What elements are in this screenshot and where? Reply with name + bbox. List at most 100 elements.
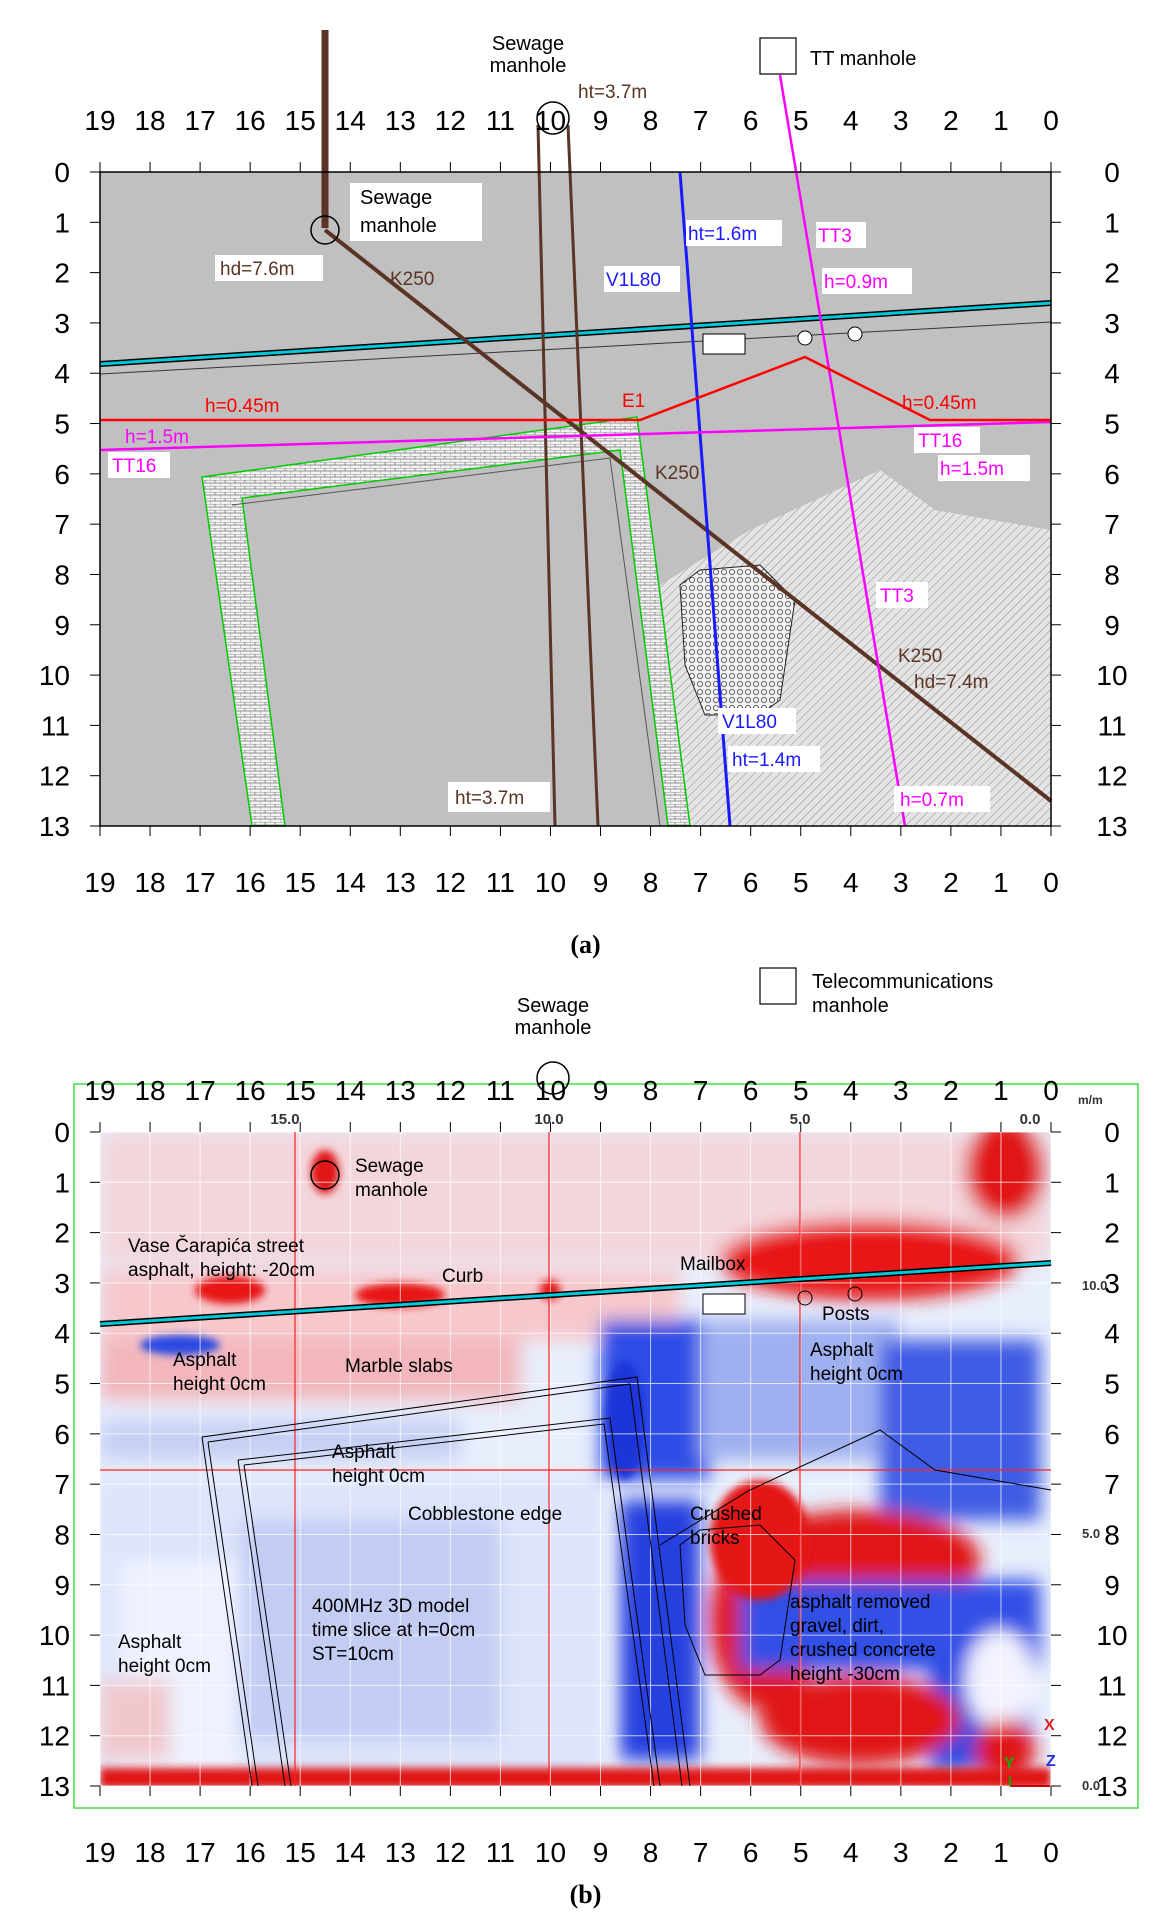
x-tick-label-top: 14	[335, 105, 366, 136]
x-tick-label-bottom: 7	[693, 1837, 709, 1868]
x-tick-label-top: 1	[993, 105, 1009, 136]
x-tick-label-top: 7	[693, 105, 709, 136]
y-tick-label-right: 0	[1104, 1117, 1120, 1148]
x-tick-label-top: 10	[535, 1075, 566, 1106]
scale-right-5: 5.0	[1082, 1526, 1100, 1541]
tt-manhole-box	[759, 37, 797, 75]
y-tick-label-left: 10	[39, 660, 70, 691]
y-tick-label-right: 2	[1104, 1218, 1120, 1249]
x-tick-label-top: 3	[893, 105, 909, 136]
y-tick-label-right: 3	[1104, 1268, 1120, 1299]
x-tick-label-bottom: 6	[743, 867, 759, 898]
sewage-manhole-inner-box	[350, 183, 482, 241]
x-tick-label-top: 9	[593, 105, 609, 136]
scale-5: 5.0	[790, 1111, 811, 1128]
label-b-model-slice: time slice at h=0cm	[312, 1620, 475, 1641]
x-tick-label-bottom: 18	[134, 867, 165, 898]
label-h-045-left: h=0.45m	[205, 396, 279, 417]
y-tick-label-left: 1	[54, 207, 70, 238]
axis-letter-z: Z	[1046, 1753, 1056, 1770]
label-b-posts: Posts	[822, 1304, 870, 1325]
x-tick-label-top: 2	[943, 105, 959, 136]
x-tick-label-bottom: 16	[235, 867, 266, 898]
x-tick-label-top: 14	[335, 1075, 366, 1106]
label-b-removed-height: height -30cm	[790, 1664, 900, 1685]
label-b-asphalt-left-height: height 0cm	[173, 1374, 266, 1395]
x-tick-label-top: 15	[285, 105, 316, 136]
x-tick-label-bottom: 14	[335, 867, 366, 898]
label-tt3-b: TT3	[880, 586, 914, 607]
label-tt3-a: TT3	[818, 226, 852, 247]
x-tick-label-bottom: 0	[1043, 867, 1059, 898]
y-tick-label-left: 12	[39, 761, 70, 792]
y-tick-label-left: 7	[54, 1469, 70, 1500]
gpr-slice-svg: 1919181817171616151514141313121211111010…	[39, 967, 1139, 1868]
scale-15: 15.0	[270, 1111, 299, 1128]
y-tick-label-right: 12	[1096, 1721, 1127, 1752]
x-tick-label-bottom: 1	[993, 867, 1009, 898]
axis-tick-labels-a: 1919181817171616151514141313121211111010…	[39, 105, 1128, 898]
x-tick-label-top: 4	[843, 105, 859, 136]
label-b-telecom: Telecommunications	[812, 971, 993, 993]
label-b-crushed: Crushed	[690, 1504, 762, 1525]
panel-b-gpr-slice: 19 19 18 18 17 17 16 16 15 15 14 14 13 13 12 12 11 11 10 10…	[0, 960, 1171, 1916]
x-tick-label-bottom: 17	[185, 1837, 216, 1868]
x-tick-label-bottom: 15	[285, 867, 316, 898]
label-sewage-top2: manhole	[490, 55, 567, 77]
label-k250-b: K250	[655, 463, 699, 484]
y-tick-label-right: 8	[1104, 1519, 1120, 1550]
label-ht-14: ht=1.4m	[732, 750, 801, 771]
label-b-cobblestone: Cobblestone edge	[408, 1504, 562, 1525]
label-k250-c: K250	[898, 646, 942, 667]
y-tick-label-right: 7	[1104, 509, 1120, 540]
x-tick-label-bottom: 12	[435, 867, 466, 898]
label-sewage-inner: Sewage	[360, 187, 432, 209]
y-tick-label-left: 8	[54, 559, 70, 590]
label-b-asphalt-bottom: Asphalt	[118, 1632, 182, 1653]
y-tick-label-right: 4	[1104, 358, 1120, 389]
label-b-model: 400MHz 3D model	[312, 1596, 469, 1617]
label-ht-37-bottom: ht=3.7m	[455, 788, 524, 809]
x-tick-label-top: 0	[1043, 1075, 1059, 1106]
label-tt16-right: TT16	[918, 431, 962, 452]
caption-b: (b)	[569, 1880, 602, 1909]
label-hd-74: hd=7.4m	[914, 672, 988, 693]
y-tick-label-left: 3	[54, 1268, 70, 1299]
label-b-sewage-inner2: manhole	[355, 1180, 428, 1201]
y-tick-label-left: 1	[54, 1167, 70, 1198]
axis-ticks-a	[90, 162, 1061, 836]
x-tick-label-bottom: 10	[535, 1837, 566, 1868]
x-tick-label-bottom: 10	[535, 867, 566, 898]
sewage-pipe-b	[566, 124, 600, 827]
x-tick-label-bottom: 6	[743, 1837, 759, 1868]
scale-right-0: 0.0	[1082, 1778, 1100, 1793]
label-b-model-st: ST=10cm	[312, 1644, 394, 1665]
label-k250-a: K250	[390, 269, 434, 290]
x-tick-label-top: 19	[84, 105, 115, 136]
x-tick-label-bottom: 8	[643, 1837, 659, 1868]
label-b-removed-gravel: gravel, dirt,	[790, 1616, 884, 1637]
gpr-outer-frame	[73, 1083, 1139, 1809]
label-h-07: h=0.7m	[900, 790, 964, 811]
y-tick-label-right: 0	[1104, 157, 1120, 188]
x-tick-label-bottom: 12	[435, 1837, 466, 1868]
x-tick-label-top: 19	[84, 1075, 115, 1106]
y-tick-label-right: 5	[1104, 1369, 1120, 1400]
axis-letter-y: Y	[1004, 1755, 1015, 1772]
x-tick-label-top: 17	[185, 105, 216, 136]
x-tick-label-top: 9	[593, 1075, 609, 1106]
x-tick-label-top: 6	[743, 105, 759, 136]
y-tick-label-right: 12	[1096, 761, 1127, 792]
label-b-street-height: asphalt, height: -20cm	[128, 1260, 315, 1281]
x-tick-label-top: 0	[1043, 105, 1059, 136]
x-tick-label-top: 6	[743, 1075, 759, 1106]
x-tick-label-bottom: 0	[1043, 1837, 1059, 1868]
x-tick-label-bottom: 7	[693, 867, 709, 898]
post-1	[797, 330, 813, 346]
label-tt16-left: TT16	[112, 456, 156, 477]
y-tick-label-left: 11	[41, 710, 70, 741]
label-b-mailbox: Mailbox	[680, 1254, 746, 1275]
y-tick-label-right: 11	[1097, 710, 1126, 741]
label-ht-top: ht=3.7m	[578, 82, 647, 103]
label-sewage-top: Sewage	[492, 33, 564, 55]
